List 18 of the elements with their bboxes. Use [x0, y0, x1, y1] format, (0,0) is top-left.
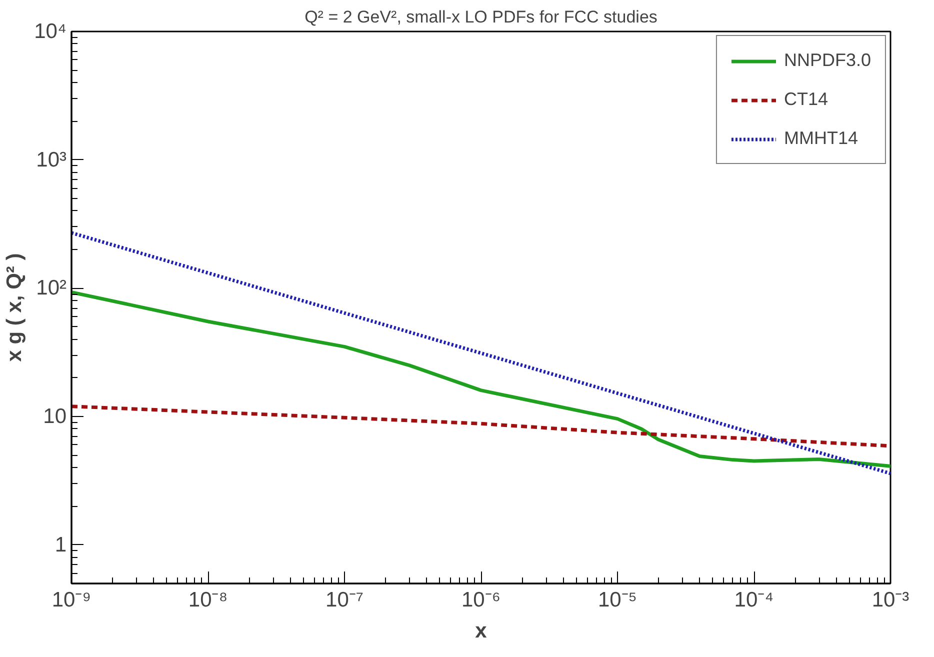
y-tick-label: 10³: [36, 148, 67, 172]
x-tick-label: 10⁻⁶: [462, 588, 501, 612]
x-tick-label: 10⁻⁵: [598, 588, 638, 612]
y-axis-title: x g ( x, Q² ): [3, 253, 26, 362]
legend-label: CT14: [784, 89, 828, 110]
legend-label: NNPDF3.0: [784, 50, 871, 71]
legend-label: MMHT14: [784, 128, 858, 149]
y-tick-label: 1: [54, 533, 67, 556]
x-tick-label: 10⁻⁸: [188, 588, 228, 612]
chart-title: Q² = 2 GeV², small-x LO PDFs for FCC studies: [304, 8, 658, 26]
x-tick-label: 10⁻⁷: [326, 588, 364, 612]
y-tick-label: 10: [43, 405, 66, 428]
y-tick-label: 10²: [36, 276, 67, 300]
x-tick-label: 10⁻³: [872, 588, 910, 612]
x-axis-title: x: [475, 620, 488, 642]
y-tick-label: 10⁴: [34, 20, 67, 43]
x-tick-label: 10⁻⁹: [52, 588, 92, 612]
x-tick-label: 10⁻⁴: [734, 588, 774, 612]
